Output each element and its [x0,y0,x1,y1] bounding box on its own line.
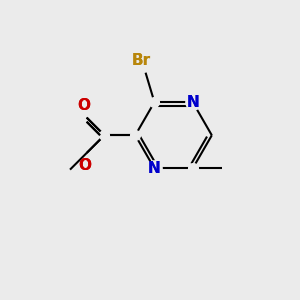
Text: O: O [79,158,92,173]
Text: O: O [79,158,92,173]
Text: N: N [186,94,199,110]
Text: Br: Br [132,53,151,68]
Text: O: O [77,98,90,113]
Text: O: O [77,98,90,113]
Text: N: N [148,161,161,176]
Text: Br: Br [132,53,151,68]
Text: N: N [186,94,199,110]
Text: N: N [148,161,161,176]
